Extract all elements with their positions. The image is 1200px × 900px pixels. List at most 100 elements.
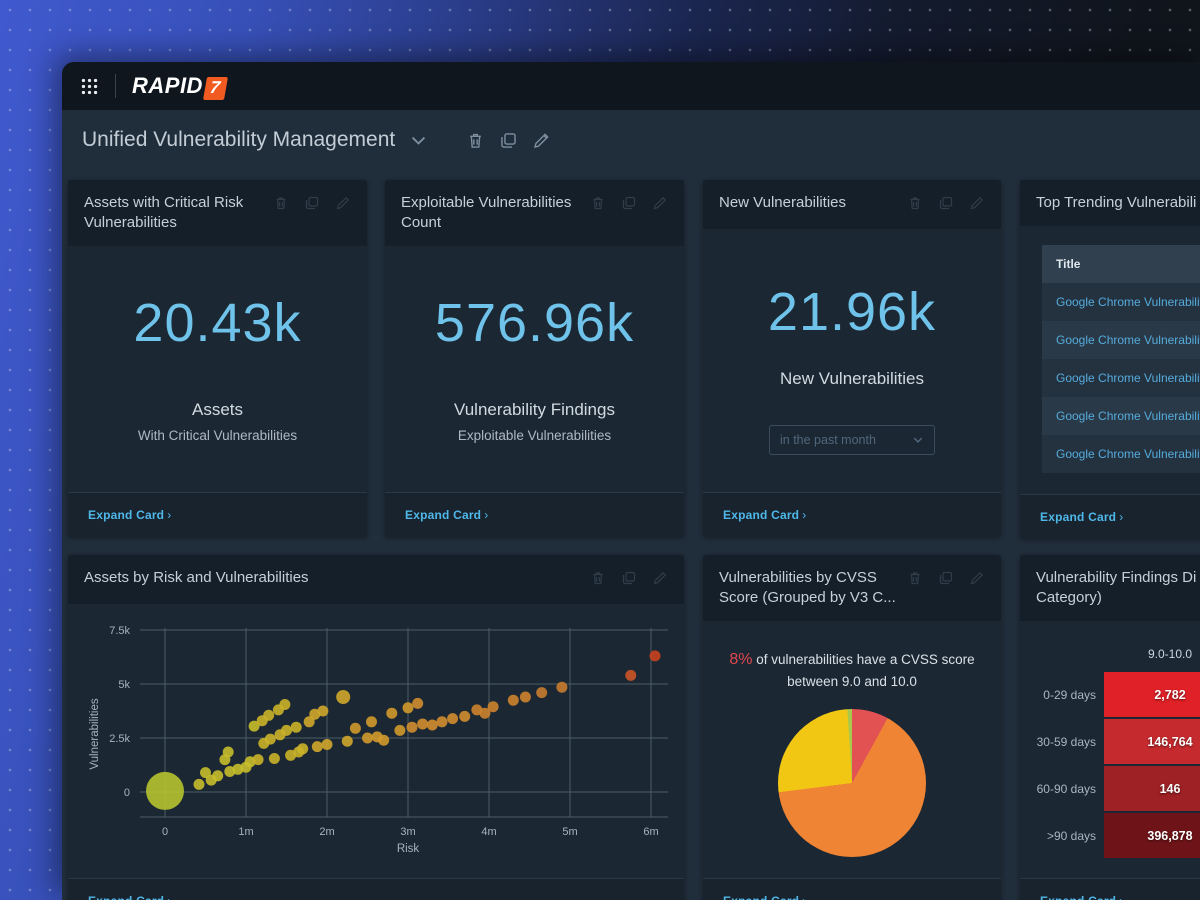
scatter-point[interactable] [279,699,291,710]
expand-card-link[interactable]: Expand Card› [723,894,806,900]
scatter-point[interactable] [402,702,414,714]
scatter-point[interactable] [556,681,568,693]
scatter-point[interactable] [146,771,184,810]
heatmap-row-label: >90 days [1046,828,1096,843]
time-range-value: in the past month [780,433,876,447]
scatter-point[interactable] [417,718,429,730]
table-row-vulnerability-link[interactable]: Google Chrome Vulnerabilit... [1042,283,1200,321]
card-duplicate-icon[interactable] [621,570,637,591]
scatter-point[interactable] [447,713,459,725]
scatter-point[interactable] [336,690,351,704]
scatter-point[interactable] [436,716,448,728]
scatter-point[interactable] [200,767,211,779]
scatter-point[interactable] [248,720,260,732]
scatter-point[interactable] [263,709,275,721]
card-title-line1: Vulnerability Findings Di [1036,569,1197,586]
scatter-point[interactable] [321,739,333,750]
scatter-point[interactable] [519,691,531,703]
scatter-point[interactable] [303,716,315,728]
scatter-point[interactable] [311,741,323,753]
scatter-point[interactable] [406,721,418,733]
scatter-point[interactable] [362,732,373,744]
table-row-vulnerability-link[interactable]: Google Chrome Vulnerabilit... [1042,397,1200,435]
dashboard-duplicate-icon[interactable] [499,131,518,150]
card-delete-icon[interactable] [590,570,606,591]
svg-text:2m: 2m [319,826,334,838]
scatter-point[interactable] [252,754,264,766]
time-range-select[interactable]: in the past month [769,425,935,455]
table-row-vulnerability-link[interactable]: Google Chrome Vulnerabilit... [1042,321,1200,359]
dashboard-delete-icon[interactable] [466,131,485,150]
expand-card-link[interactable]: Expand Card› [723,508,807,522]
expand-card-link[interactable]: Expand Card› [88,508,172,522]
card-edit-icon[interactable] [969,195,985,216]
heatmap-cell[interactable]: 146,764 [1104,719,1200,764]
scatter-point[interactable] [487,701,499,713]
scatter-point[interactable] [394,724,406,736]
card-duplicate-icon[interactable] [304,195,320,233]
scatter-point[interactable] [349,722,361,734]
card-delete-icon[interactable] [273,195,289,233]
scatter-point[interactable] [366,716,377,728]
scatter-point[interactable] [459,710,471,722]
card-header: Top Trending Vulnerabili [1020,180,1200,226]
card-duplicate-icon[interactable] [938,195,954,216]
svg-text:3m: 3m [400,826,415,838]
expand-card-link[interactable]: Expand Card› [1040,894,1123,900]
scatter-point[interactable] [341,735,353,747]
scatter-point[interactable] [412,697,424,709]
metric-value: 21.96k [767,282,937,342]
dashboard-header: Unified Vulnerability Management [62,110,1200,170]
expand-card-link[interactable]: Expand Card› [405,508,489,522]
table-row-vulnerability-link[interactable]: Google Chrome Vulnerabilit... [1042,359,1200,397]
scatter-point[interactable] [281,724,292,736]
cvss-pie-chart[interactable] [778,709,926,857]
card-edit-icon[interactable] [652,570,668,591]
app-grid-icon[interactable] [80,77,99,96]
scatter-point[interactable] [297,743,309,755]
scatter-point[interactable] [507,694,519,706]
chevron-down-icon [913,437,923,443]
scatter-point[interactable] [536,687,548,699]
chevron-right-icon: › [167,508,172,522]
scatter-point[interactable] [193,778,205,790]
metric-label: Vulnerability Findings [454,400,615,419]
scatter-point[interactable] [378,734,390,746]
scatter-point[interactable] [479,707,491,719]
heatmap-row-label: 30-59 days [1036,734,1096,749]
expand-card-link[interactable]: Expand Card› [88,894,171,900]
card-duplicate-icon[interactable] [621,195,637,233]
scatter-point[interactable] [268,753,280,764]
scatter-point[interactable] [290,721,302,733]
card-delete-icon[interactable] [907,570,923,608]
heatmap-cell[interactable]: 2,782 [1104,672,1200,717]
scatter-point[interactable] [317,705,329,717]
card-assets-critical: Assets with Critical Risk Vulnerabilitie… [68,180,367,537]
expand-card-link[interactable]: Expand Card› [1040,510,1124,524]
card-footer: Expand Card› [385,492,684,537]
scatter-point[interactable] [386,707,398,719]
dashboard-title: Unified Vulnerability Management [82,128,396,151]
card-edit-icon[interactable] [969,570,985,608]
dashboard-edit-icon[interactable] [532,131,551,150]
dashboard-title-chevron-down-icon[interactable] [409,131,428,150]
app-bar: RAPID 7 [62,62,1200,110]
scatter-point[interactable] [222,746,234,758]
chevron-right-icon: › [484,508,489,522]
card-delete-icon[interactable] [907,195,923,216]
heatmap-cell[interactable]: 146 [1104,766,1200,811]
card-delete-icon[interactable] [590,195,606,233]
card-edit-icon[interactable] [335,195,351,233]
scatter-point[interactable] [212,770,224,782]
card-edit-icon[interactable] [652,195,668,233]
svg-text:Risk: Risk [397,843,420,855]
scatter-point[interactable] [625,669,637,681]
heatmap-cell[interactable]: 396,878 [1104,813,1200,858]
scatter-point[interactable] [649,650,661,662]
rapid7-logo[interactable]: RAPID 7 [132,73,228,100]
risk-vulnerabilities-scatter-chart[interactable]: 0 2.5k 5k 7.5k 0 1m 2m 3m 4m 5m 6m Risk Vulnerabilit… [68,604,684,871]
card-duplicate-icon[interactable] [938,570,954,608]
scatter-point[interactable] [264,733,276,745]
scatter-point[interactable] [426,719,438,731]
table-row-vulnerability-link[interactable]: Google Chrome Vulnerabilit... [1042,435,1200,473]
